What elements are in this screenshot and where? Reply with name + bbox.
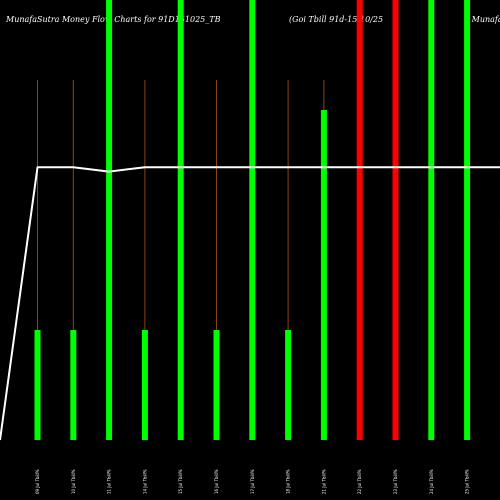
bar xyxy=(70,330,77,440)
bar xyxy=(106,0,113,440)
x-tick-label: 23 Jul Tbill% xyxy=(393,469,398,494)
x-tick-label: 21 Jul Tbill% xyxy=(321,469,326,494)
x-tick-label: 14 Jul Tbill% xyxy=(142,469,147,494)
x-tick-label: 11 Jul Tbill% xyxy=(107,469,112,494)
chart-title-left: MunafaSutra Money Flow Charts for 91D151… xyxy=(5,15,221,24)
x-tick-label: 16 Jul Tbill% xyxy=(214,469,219,494)
bar xyxy=(320,110,327,440)
bar xyxy=(285,330,292,440)
x-tick-label: 17 Jul Tbill% xyxy=(250,469,255,494)
x-tick-label: 24 Jul Tbill% xyxy=(429,469,434,494)
x-tick-label: 25 Jul Tbill% xyxy=(465,469,470,494)
bar xyxy=(177,0,184,440)
bar xyxy=(34,330,41,440)
bar xyxy=(428,0,435,440)
x-tick-label: 22 Jul Tbill% xyxy=(357,469,362,494)
bar xyxy=(141,330,148,440)
bar xyxy=(464,0,471,440)
bar xyxy=(392,0,399,440)
bar xyxy=(356,0,363,440)
bar xyxy=(249,0,256,440)
chart-title-right: (Goi Tbill 91d-15/10/25 xyxy=(289,15,383,24)
money-flow-line xyxy=(0,166,500,441)
x-tick-label: 15 Jul Tbill% xyxy=(178,469,183,494)
bar xyxy=(213,330,220,440)
bars xyxy=(34,0,500,440)
x-tick-label: 10 Jul Tbill% xyxy=(71,469,76,494)
x-tick-labels: 09 Jul Tbill% 10 Jul Tbill% 11 Jul Tbill% 1… xyxy=(35,469,470,494)
chart-title-far-right: ) MunafaSutra xyxy=(465,15,500,24)
x-tick-label: 09 Jul Tbill% xyxy=(35,469,40,494)
x-tick-label: 18 Jul Tbill% xyxy=(286,469,291,494)
